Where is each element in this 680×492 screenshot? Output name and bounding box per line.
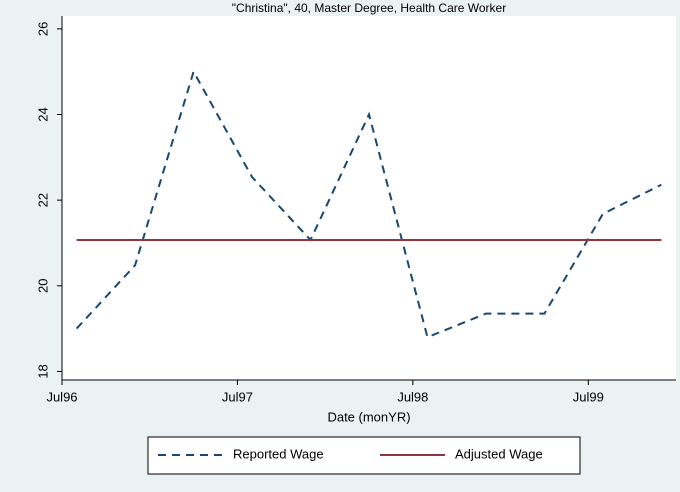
x-tick-label: Jul97 (222, 389, 253, 404)
y-tick-label: 26 (35, 22, 50, 36)
legend-label: Adjusted Wage (455, 446, 543, 461)
chart-title: "Christina", 40, Master Degree, Health C… (232, 1, 506, 15)
series-line (75, 69, 662, 339)
y-tick-label: 20 (35, 279, 50, 293)
plot-area (62, 16, 676, 380)
y-tick-label: 18 (35, 364, 50, 378)
legend-label: Reported Wage (233, 446, 324, 461)
x-tick-label: Jul96 (46, 389, 77, 404)
y-tick-label: 24 (35, 107, 50, 121)
x-tick-label: Jul99 (573, 389, 604, 404)
x-axis-label: Date (monYR) (327, 409, 410, 424)
x-tick-label: Jul98 (397, 389, 428, 404)
y-tick-label: 22 (35, 193, 50, 207)
